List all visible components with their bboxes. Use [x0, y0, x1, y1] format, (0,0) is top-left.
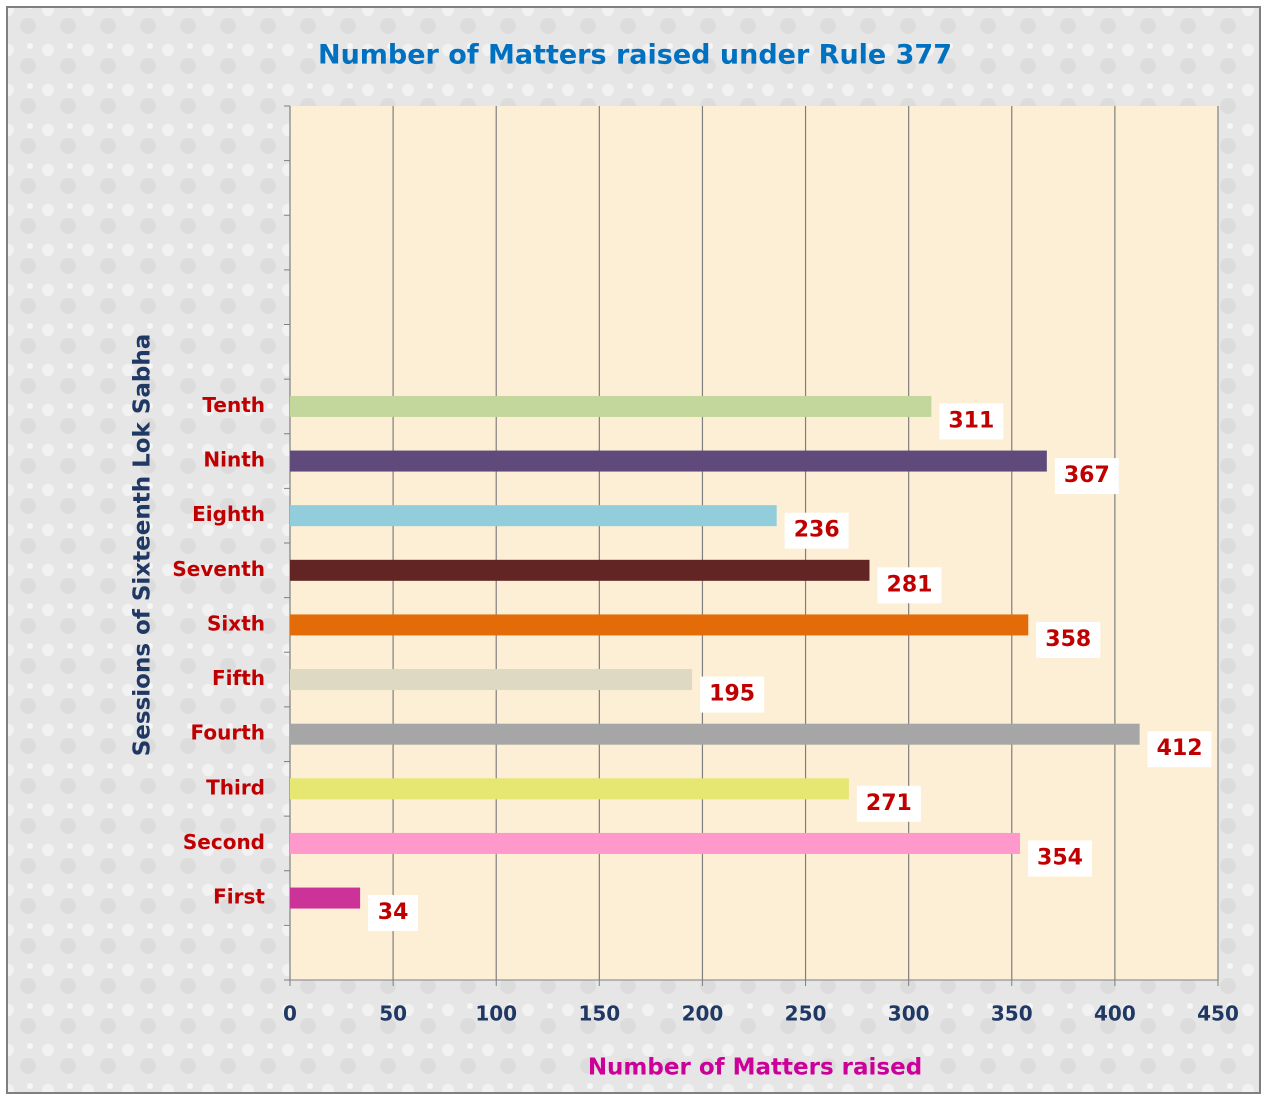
- data-label: 311: [948, 408, 994, 433]
- data-label-box: [784, 512, 849, 549]
- bar: [290, 450, 1047, 472]
- data-label-box: [856, 785, 921, 822]
- y-tick-label: Third: [206, 775, 265, 799]
- bar: [290, 614, 1029, 636]
- x-tick-label: 400: [1094, 1002, 1136, 1026]
- data-label: 412: [1157, 736, 1203, 761]
- data-label-box: [1054, 458, 1119, 495]
- data-label: 271: [866, 791, 912, 816]
- bar: [290, 887, 361, 909]
- data-label: 236: [794, 518, 840, 543]
- bar: [290, 559, 870, 581]
- y-axis-label: Sessions of Sixteenth Lok Sabha: [130, 334, 156, 757]
- y-tick-label: Fifth: [212, 666, 265, 690]
- y-tick-label: Sixth: [207, 611, 265, 635]
- data-label-box: [939, 403, 1004, 440]
- y-tick-label: Eighth: [192, 502, 265, 526]
- data-label: 367: [1064, 463, 1110, 488]
- bar: [290, 505, 777, 527]
- data-label-box: [1147, 731, 1212, 768]
- x-tick-label: 300: [888, 1002, 930, 1026]
- y-tick-label: Seventh: [172, 557, 265, 581]
- x-tick-label: 0: [283, 1002, 297, 1026]
- y-tick-label: Second: [183, 830, 265, 854]
- x-tick-label: 450: [1197, 1002, 1239, 1026]
- bar: [290, 832, 1021, 854]
- bar: [290, 669, 693, 691]
- data-label-box: [1036, 621, 1101, 658]
- data-label-box: [1028, 840, 1093, 877]
- y-tick-label: First: [213, 885, 265, 909]
- bar: [290, 395, 932, 417]
- data-label-box: [368, 895, 419, 932]
- y-tick-label: Fourth: [191, 721, 266, 745]
- x-tick-label: 350: [991, 1002, 1033, 1026]
- data-label: 195: [709, 682, 755, 707]
- chart-title: Number of Matters raised under Rule 377: [318, 40, 952, 71]
- bar: [290, 723, 1140, 745]
- x-tick-label: 100: [475, 1002, 517, 1026]
- bar: [290, 778, 849, 800]
- data-label-box: [877, 567, 942, 604]
- x-tick-label: 250: [785, 1002, 827, 1026]
- y-tick-label: Tenth: [202, 393, 265, 417]
- data-label: 281: [887, 572, 933, 597]
- x-tick-label: 150: [578, 1002, 620, 1026]
- data-label-box: [700, 676, 765, 713]
- data-label: 34: [378, 900, 409, 925]
- y-tick-label: Ninth: [203, 448, 265, 472]
- x-axis-label: Number of Matters raised: [588, 1055, 922, 1081]
- data-label: 354: [1037, 845, 1083, 870]
- x-tick-label: 200: [682, 1002, 724, 1026]
- data-label: 358: [1045, 627, 1091, 652]
- x-tick-label: 50: [379, 1002, 407, 1026]
